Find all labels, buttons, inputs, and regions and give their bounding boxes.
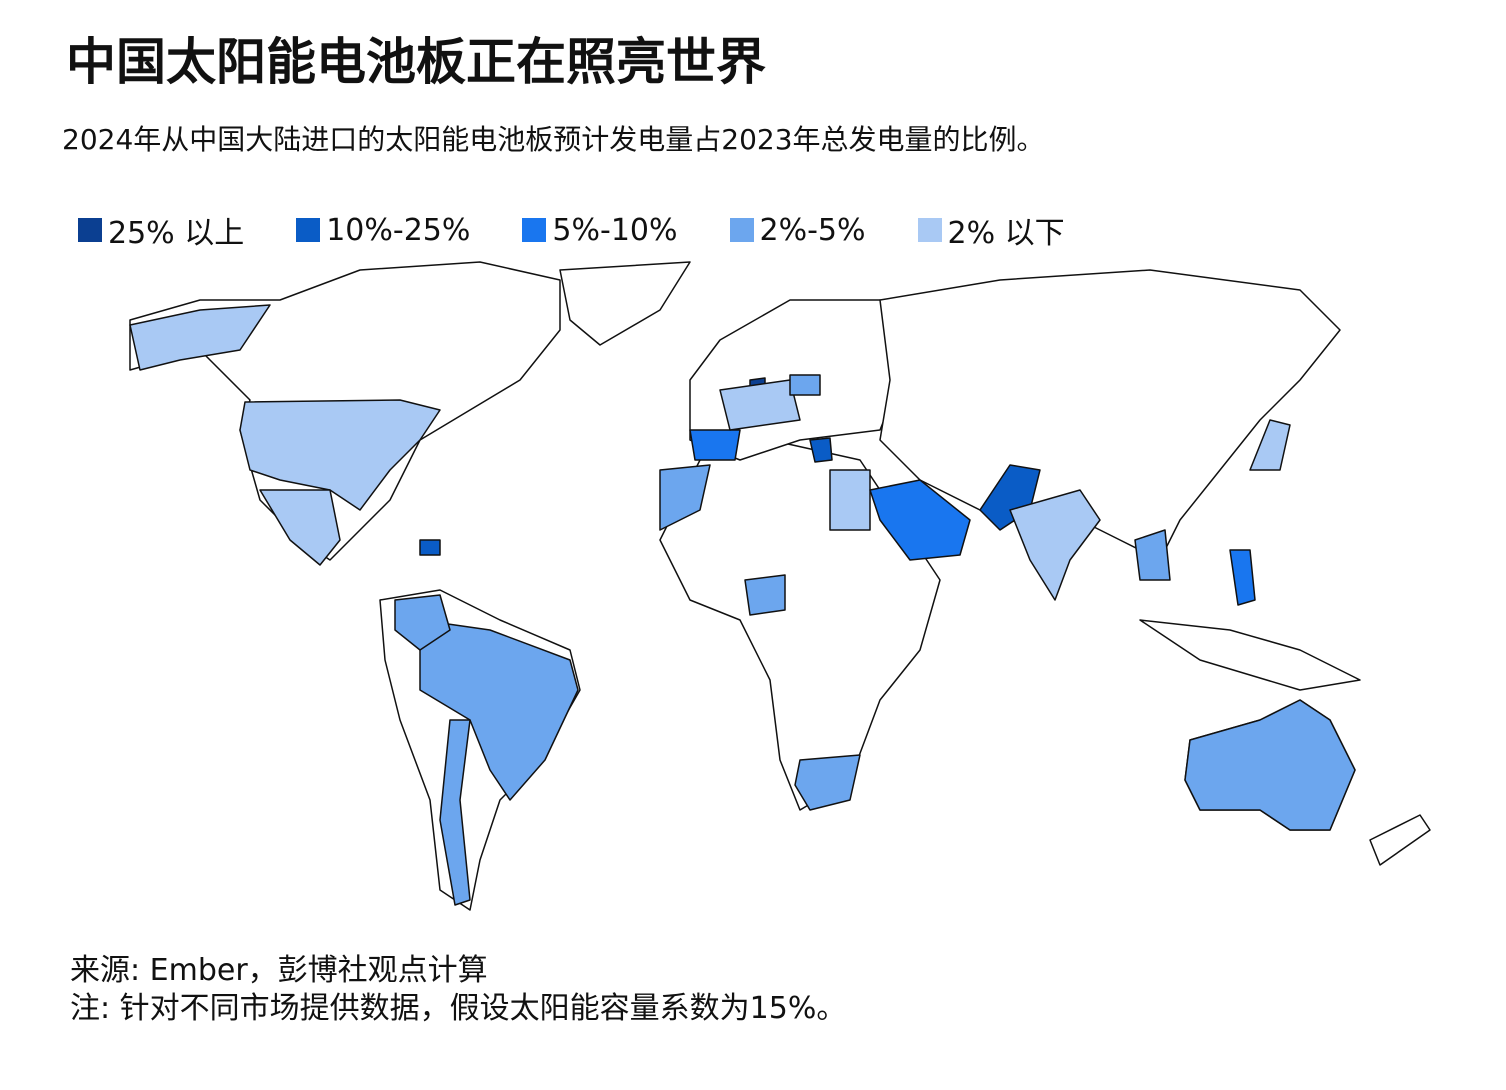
legend-item: 5%-10%	[522, 208, 678, 252]
subtitle: 2024年从中国大陆进口的太阳能电池板预计发电量占2023年总发电量的比例。	[62, 123, 1045, 156]
legend-item: 25% 以上	[78, 208, 244, 252]
legend-label: 10%-25%	[326, 212, 471, 248]
country	[794, 754, 861, 811]
note: 注: 针对不同市场提供数据，假设太阳能容量系数为15%。	[70, 991, 847, 1026]
legend: 25% 以上 10%-25% 5%-10% 2%-5% 2% 以下	[78, 208, 1117, 252]
landmass	[1139, 619, 1361, 691]
landmass	[559, 261, 691, 346]
landmass	[1369, 814, 1431, 866]
title: 中国太阳能电池板正在照亮世界	[66, 33, 766, 91]
legend-item: 10%-25%	[296, 208, 470, 252]
legend-item: 2%-5%	[729, 208, 866, 252]
legend-label: 25% 以上	[108, 216, 245, 251]
country	[719, 379, 801, 431]
country	[1184, 699, 1356, 831]
country	[1229, 549, 1256, 606]
country	[809, 437, 833, 463]
country	[419, 619, 579, 801]
country	[1009, 489, 1101, 601]
country	[744, 574, 786, 616]
legend-label: 5%-10%	[552, 212, 678, 248]
country	[1134, 529, 1171, 581]
country	[659, 464, 711, 531]
country	[979, 464, 1041, 531]
country	[439, 719, 471, 906]
footer: 来源: Ember，彭博社观点计算 注: 针对不同市场提供数据，假设太阳能容量系…	[70, 952, 846, 1028]
country	[129, 304, 271, 371]
country	[394, 594, 451, 651]
country	[239, 399, 441, 511]
legend-label: 2% 以下	[947, 216, 1065, 251]
country	[829, 469, 871, 531]
legend-swatch	[296, 218, 321, 242]
legend-label: 2%-5%	[759, 212, 866, 248]
country	[789, 374, 821, 396]
country	[689, 429, 741, 461]
legend-swatch	[917, 218, 942, 242]
legend-item: 2% 以下	[917, 208, 1065, 252]
legend-swatch	[729, 218, 754, 242]
country	[259, 489, 341, 566]
country	[1249, 419, 1291, 471]
legend-swatch	[522, 218, 547, 242]
source: 来源: Ember，彭博社观点计算	[70, 953, 488, 988]
legend-swatch	[78, 218, 102, 242]
country	[869, 479, 971, 561]
country	[419, 539, 441, 556]
